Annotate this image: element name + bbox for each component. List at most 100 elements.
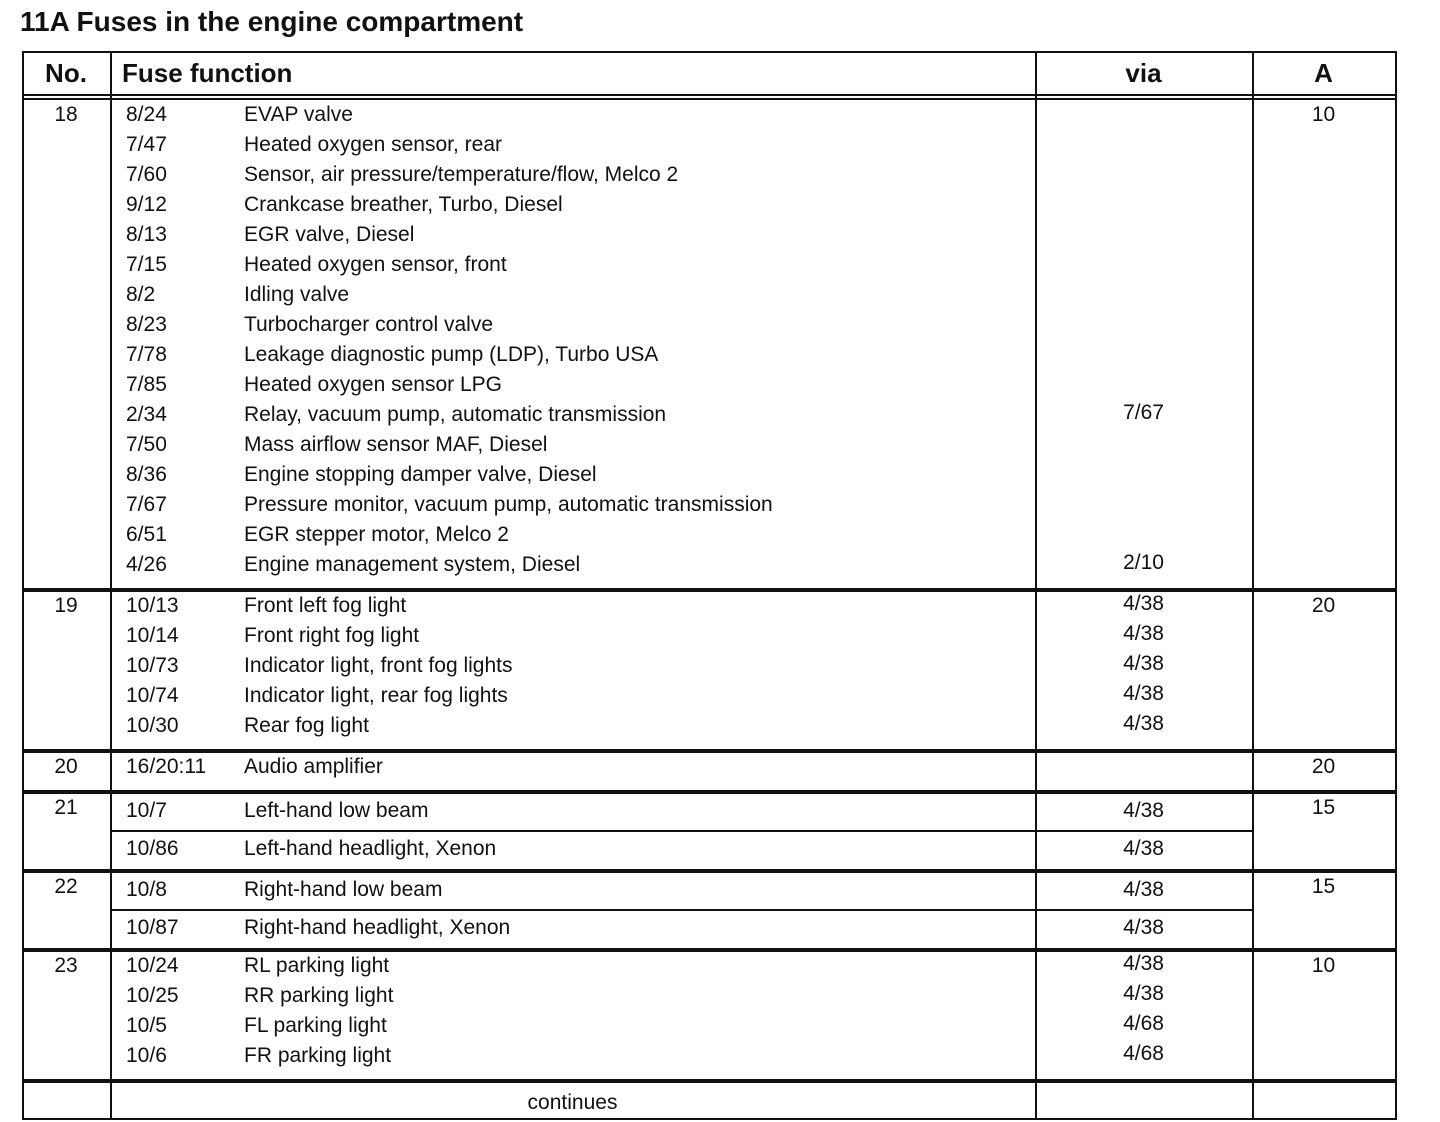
fuse-function: Relay, vacuum pump, automatic transmissi… [244,403,667,426]
via-code: 4/38 [1123,837,1164,860]
fuse-function: RL parking light [244,954,390,977]
via-code: 4/38 [1123,682,1164,705]
via-code: 2/10 [1123,551,1164,574]
circuit-code: 2/34 [126,403,167,426]
via-code: 4/38 [1123,622,1164,645]
circuit-code: 6/51 [126,523,167,546]
via-code [1035,518,1252,548]
circuit-code: 10/7 [126,799,167,822]
fuse-amps: 20 [1311,755,1336,778]
column-divider [1252,51,1254,1120]
row-divider [22,588,1397,590]
fuse-function: Sensor, air pressure/temperature/flow, M… [244,163,679,186]
fuse-function: RR parking light [244,984,394,1007]
fuse-function: EGR valve, Diesel [244,223,415,246]
circuit-code: 8/2 [126,283,156,306]
fuse-number: 20 [54,755,78,778]
row-divider [22,790,1397,792]
via-code: 4/38 [1123,712,1164,735]
fuse-function: Pressure monitor, vacuum pump, automatic… [244,493,773,516]
fuse-function: Audio amplifier [244,755,383,778]
via-code: 4/68 [1123,1042,1164,1065]
circuit-code: 9/12 [126,193,167,216]
fuse-function: FL parking light [244,1014,387,1037]
fuse-function: Rear fog light [244,714,369,737]
via-code [1035,368,1252,398]
row-divider [22,948,1397,950]
circuit-code: 10/25 [126,984,179,1007]
fuse-number: 23 [54,954,78,977]
row-divider [110,830,1254,832]
fuse-amps: 20 [1311,594,1336,617]
circuit-code: 7/60 [126,163,167,186]
circuit-code: 10/13 [126,594,179,617]
via-code: 4/38 [1123,916,1164,939]
circuit-code: 10/24 [126,954,179,977]
circuit-code: 7/85 [126,373,167,396]
circuit-code: 10/30 [126,714,179,737]
column-divider [1035,51,1037,1120]
circuit-code: 10/74 [126,684,179,707]
via-code: 4/38 [1123,799,1164,822]
fuse-function: Mass airflow sensor MAF, Diesel [244,433,548,456]
column-divider [1395,51,1397,1120]
via-code [1035,98,1252,128]
row-divider [22,94,1397,96]
header-function: Fuse function [122,58,293,88]
row-divider [22,1081,1397,1083]
circuit-code: 8/36 [126,463,167,486]
via-code [1035,188,1252,218]
via-code: 4/38 [1123,982,1164,1005]
via-code: 4/38 [1123,652,1164,675]
row-divider [22,98,1397,100]
via-code [1035,458,1252,488]
circuit-code: 10/14 [126,624,179,647]
circuit-code: 10/73 [126,654,179,677]
row-divider [22,749,1397,751]
via-code: 7/67 [1123,401,1164,424]
fuse-function: Heated oxygen sensor, front [244,253,507,276]
via-code [1035,750,1252,780]
fuse-function: EVAP valve [244,103,353,126]
fuse-function: Indicator light, front fog lights [244,654,513,677]
via-code [1035,338,1252,368]
circuit-code: 4/26 [126,553,167,576]
fuse-function: Indicator light, rear fog lights [244,684,508,707]
fuse-number: 22 [54,875,78,898]
column-divider [110,51,112,1120]
fuse-number: 19 [54,594,78,617]
via-code [1035,218,1252,248]
circuit-code: 7/47 [126,133,167,156]
via-code: 4/38 [1123,878,1164,901]
via-code [1035,248,1252,278]
via-code [1035,128,1252,158]
fuse-function: Engine stopping damper valve, Diesel [244,463,597,486]
header-via: via [1125,58,1162,88]
circuit-code: 10/86 [126,837,179,860]
fuse-function: Idling valve [244,283,350,306]
via-code [1035,428,1252,458]
fuse-function: Left-hand low beam [244,799,429,822]
row-divider [22,792,1397,794]
via-code: 4/68 [1123,1012,1164,1035]
circuit-code: 7/67 [126,493,167,516]
fuse-function: Heated oxygen sensor LPG [244,373,502,396]
via-code [1035,278,1252,308]
fuse-amps: 10 [1311,103,1336,126]
fuse-function: Left-hand headlight, Xenon [244,837,497,860]
fuse-number: 18 [54,103,78,126]
row-divider [22,590,1397,592]
row-divider [22,1079,1397,1081]
fuse-function: Leakage diagnostic pump (LDP), Turbo USA [244,343,659,366]
circuit-code: 10/5 [126,1014,167,1037]
header-amps: A [1314,58,1333,88]
circuit-code: 16/20:11 [126,755,207,778]
row-divider [22,51,1397,53]
via-code [1035,158,1252,188]
fuse-function: Front left fog light [244,594,407,617]
fuse-amps: 15 [1311,796,1336,819]
circuit-code: 10/8 [126,878,167,901]
fuse-function: FR parking light [244,1044,392,1067]
fuse-function: Turbocharger control valve [244,313,494,336]
circuit-code: 10/87 [126,916,179,939]
